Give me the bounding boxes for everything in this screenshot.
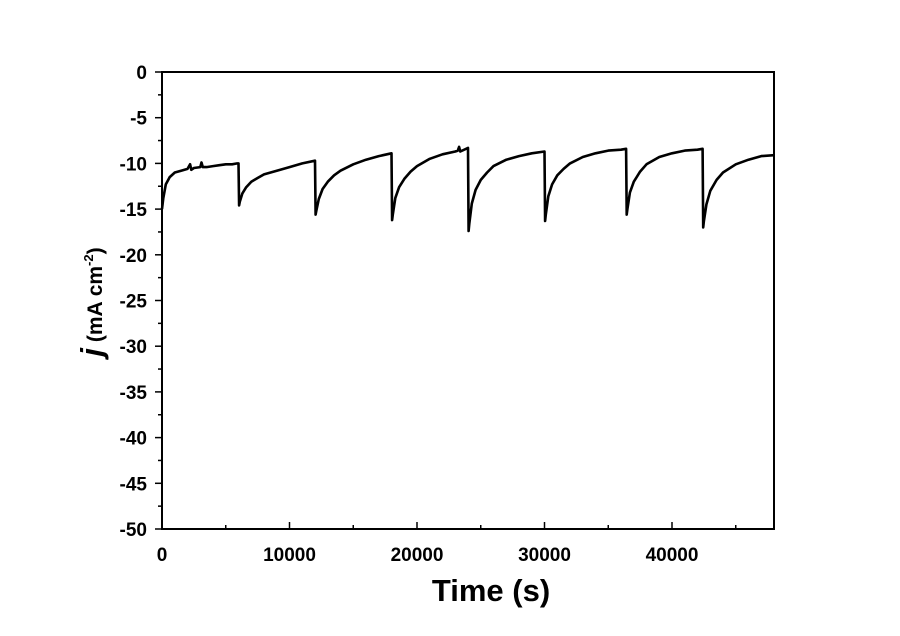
x-tick-label: 20000 — [391, 545, 444, 566]
x-axis-ticks — [161, 522, 737, 529]
y-tick-label: -10 — [120, 154, 147, 175]
y-tick-label: -40 — [120, 429, 147, 450]
y-tick-label: 0 — [136, 63, 147, 84]
y-tick-label: -25 — [120, 292, 148, 313]
y-axis-title: j (mA cm-2) — [74, 247, 109, 360]
x-tick-label: 30000 — [518, 545, 571, 566]
x-tick-label: 10000 — [263, 545, 316, 566]
y-axis-unit-exponent: -2 — [81, 254, 96, 266]
y-axis-unit-close: ) — [84, 247, 107, 254]
y-tick-label: -50 — [120, 520, 147, 541]
y-tick-label: -15 — [120, 200, 148, 221]
y-tick-label: -5 — [130, 109, 147, 130]
y-axis-tick-labels: 0 -5 -10 -15 -20 -25 -30 -35 -40 -45 -50 — [120, 63, 148, 541]
y-axis-symbol: j — [74, 347, 109, 361]
x-tick-label: 40000 — [646, 545, 699, 566]
y-tick-label: -20 — [120, 246, 147, 267]
y-axis-unit: (mA cm — [84, 266, 107, 348]
x-tick-label: 0 — [157, 545, 168, 566]
y-tick-label: -30 — [120, 337, 147, 358]
plot-frame — [161, 71, 775, 530]
series-line — [160, 145, 775, 233]
x-axis-tick-labels: 0 10000 20000 30000 40000 — [157, 545, 699, 566]
y-tick-label: -35 — [120, 383, 148, 404]
y-tick-label: -45 — [120, 474, 148, 495]
x-axis-title: Time (s) — [432, 573, 550, 608]
y-axis-ticks — [155, 71, 162, 530]
